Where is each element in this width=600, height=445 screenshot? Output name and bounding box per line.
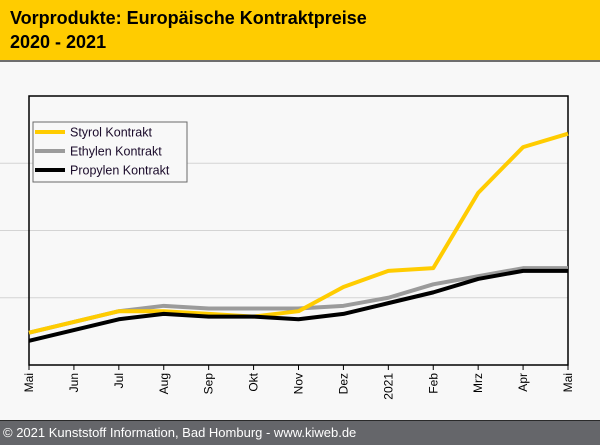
x-tick-label: Jul: [112, 373, 126, 388]
x-tick-label: Apr: [516, 373, 530, 392]
title-bar: Vorprodukte: Europäische Kontraktpreise …: [0, 0, 600, 62]
x-tick-label: Feb: [426, 373, 440, 394]
x-tick-label: Okt: [247, 372, 261, 391]
series-lines: [28, 131, 569, 343]
line-chart: Mai Jun Jul Aug Sep Okt Nov Dez 2021 Feb Mrz Apr Mai…: [0, 95, 575, 400]
chart-title: Vorprodukte: Europäische Kontraktpreise: [10, 8, 367, 28]
x-tick-label: Mai: [22, 373, 36, 392]
x-tick-label: Aug: [157, 373, 171, 394]
legend-label: Propylen Kontrakt: [70, 164, 170, 178]
series-line-styrol-kontrakt: [28, 131, 569, 335]
footer: © 2021 Kunststoff Information, Bad Hombu…: [0, 420, 600, 445]
x-tick-label: Dez: [336, 373, 350, 394]
legend-label: Styrol Kontrakt: [70, 126, 153, 140]
chart-subtitle: 2020 - 2021: [10, 32, 107, 52]
x-tick-label: 2021: [381, 373, 395, 400]
copyright-text: © 2021 Kunststoff Information, Bad Hombu…: [3, 425, 357, 440]
x-tick-label: Nov: [292, 373, 306, 394]
series-line-propylen-kontrakt: [28, 268, 568, 343]
x-tick-label: Mrz: [471, 373, 485, 393]
x-tick-label: Sep: [202, 373, 216, 395]
x-tick-label: Jun: [67, 373, 81, 392]
x-tick-label: Mai: [561, 373, 575, 392]
legend-label: Ethylen Kontrakt: [70, 145, 162, 159]
x-axis: Mai Jun Jul Aug Sep Okt Nov Dez 2021 Feb Mrz Apr Mai: [22, 365, 575, 400]
legend: Styrol Kontrakt Ethylen Kontrakt Propylen …: [32, 121, 188, 183]
